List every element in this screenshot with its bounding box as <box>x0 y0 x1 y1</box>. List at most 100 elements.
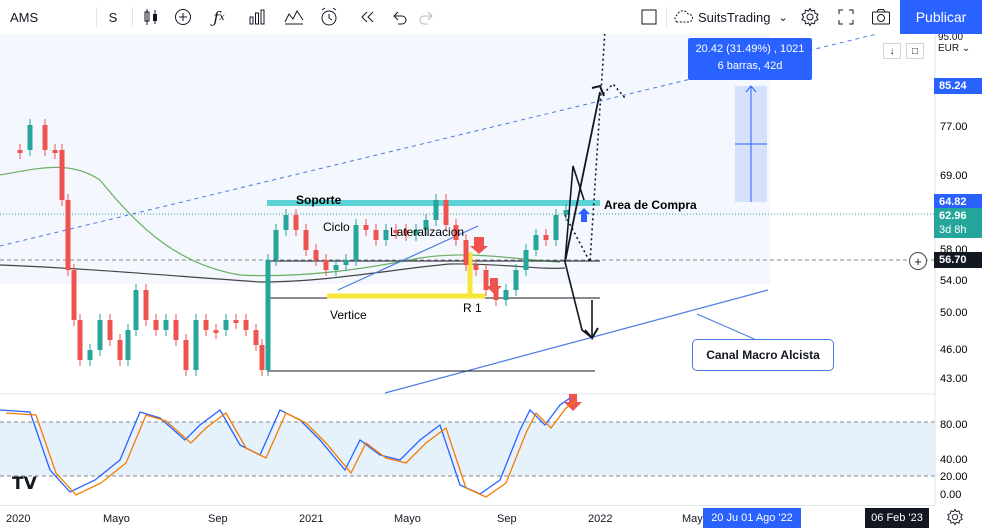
toolbar-divider <box>666 7 667 27</box>
candle <box>293 215 299 230</box>
area-compra-label: Area de Compra <box>604 198 697 212</box>
axis-tick-69: 69.00 <box>940 170 968 182</box>
publish-button[interactable]: Publicar <box>900 0 982 34</box>
cursor-date-tag: 06 Feb '23 <box>865 508 929 528</box>
candle <box>183 340 189 370</box>
candle <box>243 320 249 330</box>
candle <box>203 320 209 330</box>
chart-canvas[interactable]: Soporte Ciclo Lateralizacion Area de Com… <box>0 34 982 505</box>
bar-chart-icon[interactable] <box>244 0 270 34</box>
axis-settings-gear-icon[interactable] <box>946 508 966 528</box>
symbol-label: AMS <box>10 9 39 25</box>
publish-label: Publicar <box>915 9 967 25</box>
time-tick: 2020 <box>6 513 31 525</box>
axis-tick-46: 46.00 <box>940 344 968 356</box>
osc-tick-20: 20.00 <box>940 471 968 483</box>
interval-label: S <box>108 9 118 25</box>
moving-average-black <box>0 263 566 283</box>
toolbar-divider <box>96 7 97 27</box>
candle <box>77 320 83 360</box>
zigzag-path <box>564 165 585 263</box>
candle <box>117 340 123 360</box>
candle <box>403 230 409 235</box>
candle <box>42 125 48 150</box>
candle <box>483 270 489 290</box>
candle <box>27 125 33 150</box>
osc-tick-0: 0.00 <box>940 489 961 501</box>
bearish-projection-path <box>564 261 593 340</box>
add-alert-plus-icon[interactable]: + <box>909 252 927 270</box>
measure-tooltip: 20.42 (31.49%) , 1021 6 barras, 42d <box>688 38 812 80</box>
candle <box>125 330 131 360</box>
stochastic-k-line <box>0 397 571 495</box>
candle <box>233 320 239 323</box>
sell-arrow-icon <box>486 278 502 294</box>
macro-channel-callout: Canal Macro Alcista <box>692 339 834 371</box>
candle <box>303 230 309 250</box>
alert-clock-icon[interactable] <box>316 0 342 34</box>
osc-tick-40: 40.00 <box>940 454 968 466</box>
time-tick: Mayo <box>394 513 421 525</box>
soporte-label: Soporte <box>296 193 342 207</box>
stochastic-d-line <box>5 400 577 498</box>
redo-icon[interactable] <box>414 0 440 34</box>
axis-top-label: 95.00 <box>938 34 963 43</box>
symbol-search[interactable]: AMS <box>10 0 50 34</box>
candle <box>473 265 479 270</box>
price-axis[interactable] <box>935 34 982 505</box>
candle <box>433 200 439 220</box>
time-tick: Mayo <box>103 513 130 525</box>
ciclo-label: Ciclo <box>323 220 350 234</box>
entry-price-tag: 64.82 <box>934 194 982 210</box>
moving-average-green <box>0 166 561 277</box>
toolbar-divider <box>132 7 133 27</box>
candle <box>163 320 169 330</box>
layout-square-icon[interactable] <box>636 0 662 34</box>
candle <box>17 150 23 153</box>
candle <box>533 235 539 250</box>
maximize-pane-icon[interactable]: □ <box>906 43 924 59</box>
layout-name-button[interactable]: SuitsTrading ⌄ <box>672 0 792 34</box>
candle <box>553 215 559 240</box>
candle <box>59 150 65 200</box>
add-indicator-icon[interactable] <box>170 0 196 34</box>
axis-tick-50: 50.00 <box>940 307 968 319</box>
candle <box>543 235 549 240</box>
candle <box>413 230 419 235</box>
scroll-down-icon[interactable]: ↓ <box>883 43 901 59</box>
time-tick: May <box>682 513 703 525</box>
candle <box>513 270 519 290</box>
candle <box>503 290 509 300</box>
settings-gear-icon[interactable] <box>796 0 824 34</box>
candles-icon[interactable] <box>138 0 164 34</box>
replay-icon[interactable] <box>354 0 380 34</box>
candle <box>283 215 289 230</box>
candle <box>213 330 219 333</box>
candle <box>223 320 229 330</box>
candle <box>443 200 449 225</box>
undo-icon[interactable] <box>386 0 412 34</box>
candle <box>173 320 179 340</box>
camera-icon[interactable] <box>867 0 895 34</box>
currency-selector[interactable]: EUR ⌄ <box>938 43 971 54</box>
templates-icon[interactable] <box>281 0 307 34</box>
axis-tick-54: 54.00 <box>940 275 968 287</box>
axis-tick-77: 77.00 <box>940 121 968 133</box>
candle <box>393 230 399 233</box>
candle <box>363 225 369 230</box>
candle <box>273 230 279 260</box>
candle <box>65 200 71 270</box>
lateralizacion-label: Lateralizacion <box>390 225 464 239</box>
candle <box>333 265 339 270</box>
countdown-tag: 3d 8h <box>934 222 982 238</box>
measure-line-2: 6 barras, 42d <box>717 60 783 72</box>
candle <box>563 210 569 215</box>
last-price-tag: 62.96 <box>934 208 982 224</box>
fullscreen-icon[interactable] <box>832 0 860 34</box>
candle <box>265 260 271 370</box>
crosshair-price-tag: 56.70 <box>934 252 982 268</box>
buy-arrow-icon <box>578 208 590 222</box>
interval-button[interactable]: S <box>102 0 124 34</box>
